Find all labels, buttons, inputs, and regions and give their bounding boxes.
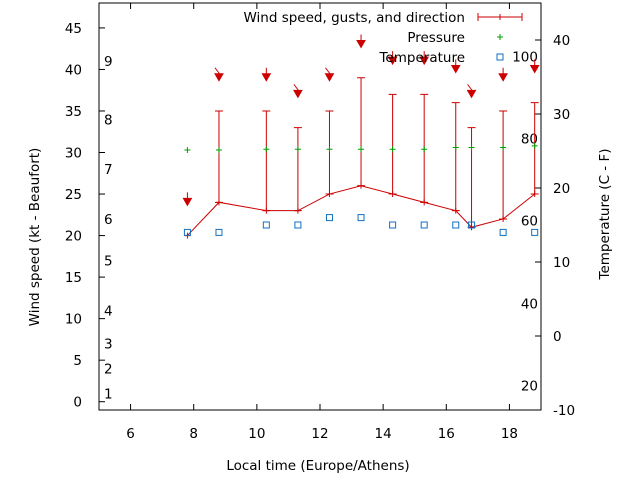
wind-direction-arrow	[261, 73, 272, 82]
pressure-point	[215, 147, 222, 154]
wind-direction-arrow	[419, 56, 430, 66]
fahrenheit-label: 60	[521, 214, 538, 230]
wind-direction-arrow	[387, 56, 398, 66]
y2-tick-label: 30	[553, 107, 570, 123]
wind-gust-errorbar	[451, 102, 460, 212]
wind-gust-errorbar	[467, 127, 476, 228]
fahrenheit-label: 80	[521, 131, 538, 147]
beaufort-label: 8	[104, 112, 113, 128]
pressure-point	[452, 144, 459, 151]
temperature-point	[215, 228, 223, 236]
temperature-point	[357, 214, 365, 222]
beaufort-label: 4	[104, 303, 113, 319]
y-axis-label: Wind speed (kt - Beaufort)	[27, 148, 43, 327]
plot-frame	[98, 2, 542, 411]
legend-symbol-temperature	[496, 53, 504, 61]
wind-gust-errorbar	[262, 110, 271, 212]
plot-axes	[98, 2, 542, 411]
beaufort-label: 9	[104, 54, 113, 70]
wind-gust-errorbar	[325, 110, 334, 195]
y-tick-label: 40	[65, 62, 82, 78]
beaufort-label: 5	[104, 253, 113, 269]
legend-symbol-wind	[477, 13, 523, 21]
beaufort-label: 3	[104, 337, 113, 353]
y-tick-label: 35	[65, 104, 82, 120]
beaufort-label: 2	[104, 361, 113, 377]
y2-tick-label: 40	[553, 33, 570, 49]
temperature-point	[262, 221, 270, 229]
beaufort-label: 6	[104, 212, 113, 228]
pressure-point	[468, 144, 475, 151]
wind-direction-arrow	[529, 64, 540, 74]
x-axis-label: Local time (Europe/Athens)	[226, 458, 409, 474]
temperature-point	[294, 221, 302, 229]
wind-gust-errorbar	[388, 93, 397, 195]
y2-tick-label: -10	[553, 403, 575, 419]
beaufort-label: 1	[104, 386, 113, 402]
wind-direction-arrow	[182, 197, 193, 207]
y-tick-label: 10	[65, 312, 82, 328]
wind-direction-arrow	[450, 64, 461, 74]
pressure-point	[389, 146, 396, 153]
y-tick-label: 15	[65, 270, 82, 286]
legend-label-temperature: Temperature	[378, 50, 465, 66]
fahrenheit-label: 100	[512, 49, 538, 65]
temperature-point	[531, 228, 539, 236]
temperature-point	[325, 214, 333, 222]
legend-symbol-pressure	[497, 34, 503, 40]
y2-tick-label: 20	[553, 181, 570, 197]
temperature-point	[420, 221, 428, 229]
y2-axis-label: Temperature (C - F)	[597, 149, 613, 281]
x-tick-label: 14	[375, 426, 392, 442]
wind-direction-arrow	[293, 89, 303, 99]
temperature-point	[499, 228, 507, 236]
wind-gust-errorbar	[293, 127, 302, 212]
x-tick-label: 6	[126, 426, 135, 442]
y2-tick-label: 10	[553, 255, 570, 271]
x-tick-label: 12	[311, 426, 328, 442]
fahrenheit-label: 20	[521, 379, 538, 395]
y-tick-label: 25	[65, 187, 82, 203]
temperature-point	[452, 221, 460, 229]
wind-gust-errorbar	[214, 110, 223, 203]
axis-ticks: 6 8 10 12 14 16 18051015202530354045-100102030…	[65, 3, 575, 442]
beaufort-label: 7	[104, 162, 113, 178]
pressure-point	[326, 146, 333, 153]
temperature-point	[183, 228, 191, 236]
legend-label-wind: Wind speed, gusts, and direction	[243, 10, 465, 26]
wind-direction-arrow	[498, 73, 508, 82]
wind-gust-errorbar	[499, 110, 508, 220]
temperature-point	[389, 221, 397, 229]
x-tick-label: 16	[438, 426, 455, 442]
pressure-point	[421, 146, 428, 153]
wind-direction-arrow	[324, 73, 335, 82]
chart-series	[182, 34, 540, 239]
x-tick-label: 10	[248, 426, 265, 442]
wind-speed-line	[187, 185, 535, 236]
legend-label-pressure: Pressure	[407, 30, 465, 46]
x-tick-label: 18	[501, 426, 518, 442]
y-tick-label: 45	[65, 21, 82, 37]
pressure-point	[263, 146, 270, 153]
x-tick-label: 8	[189, 426, 198, 442]
pressure-point	[294, 146, 301, 153]
y-tick-label: 30	[65, 146, 82, 162]
pressure-point	[184, 147, 191, 154]
wind-direction-arrow	[214, 73, 224, 82]
wind-direction-arrow	[356, 40, 366, 49]
y-tick-label: 0	[73, 395, 82, 411]
pressure-point	[531, 142, 538, 149]
chart-legend: Wind speed, gusts, and direction Pressure…	[243, 10, 523, 66]
y-tick-label: 20	[65, 229, 82, 245]
fahrenheit-label: 40	[521, 296, 538, 312]
pressure-point	[500, 144, 507, 151]
wind-gust-errorbar	[357, 77, 366, 187]
y2-tick-label: 0	[553, 329, 562, 345]
wind-direction-arrow	[466, 89, 477, 99]
y-tick-label: 5	[73, 353, 82, 369]
temperature-point	[468, 221, 476, 229]
pressure-point	[358, 146, 365, 153]
